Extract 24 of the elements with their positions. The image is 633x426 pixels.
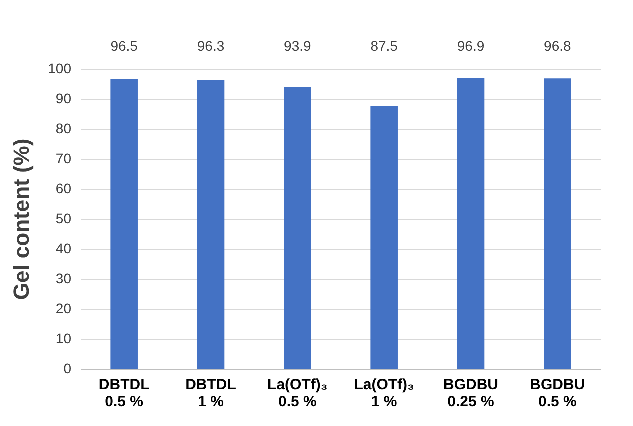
x-tick-label: La(OTf)₃ 0.5 % [268,376,328,410]
y-axis-title: Gel content (%) [9,138,34,300]
x-tick-label: DBTDL 0.5 % [98,376,150,410]
y-tick-label: 30 [56,270,72,286]
x-tick-label: BGDBU 0.25 % [444,376,498,410]
y-tick-label: 20 [56,300,72,316]
x-tick-label: La(OTf)₃ 1 % [354,376,415,410]
x-tick-label: DBTDL 1 % [186,376,236,410]
data-label: 96.3 [197,38,225,54]
data-label: 96.8 [544,38,572,54]
y-tick-label: 90 [56,90,72,106]
y-tick-label: 70 [56,150,72,166]
x-tick-label: BGDBU 0.5 % [530,376,586,410]
y-tick-label: 80 [56,120,72,136]
y-tick-label: 50 [56,210,72,226]
y-tick-label: 10 [56,330,72,346]
y-tick-label: 60 [56,180,72,196]
y-tick-label: 40 [56,240,72,256]
data-label: 96.5 [110,38,138,54]
data-label: 93.9 [284,38,312,54]
y-tick-label: 100 [48,60,72,76]
data-label: 87.5 [370,38,398,54]
data-label: 96.9 [457,38,485,54]
y-tick-label: 0 [64,360,72,376]
